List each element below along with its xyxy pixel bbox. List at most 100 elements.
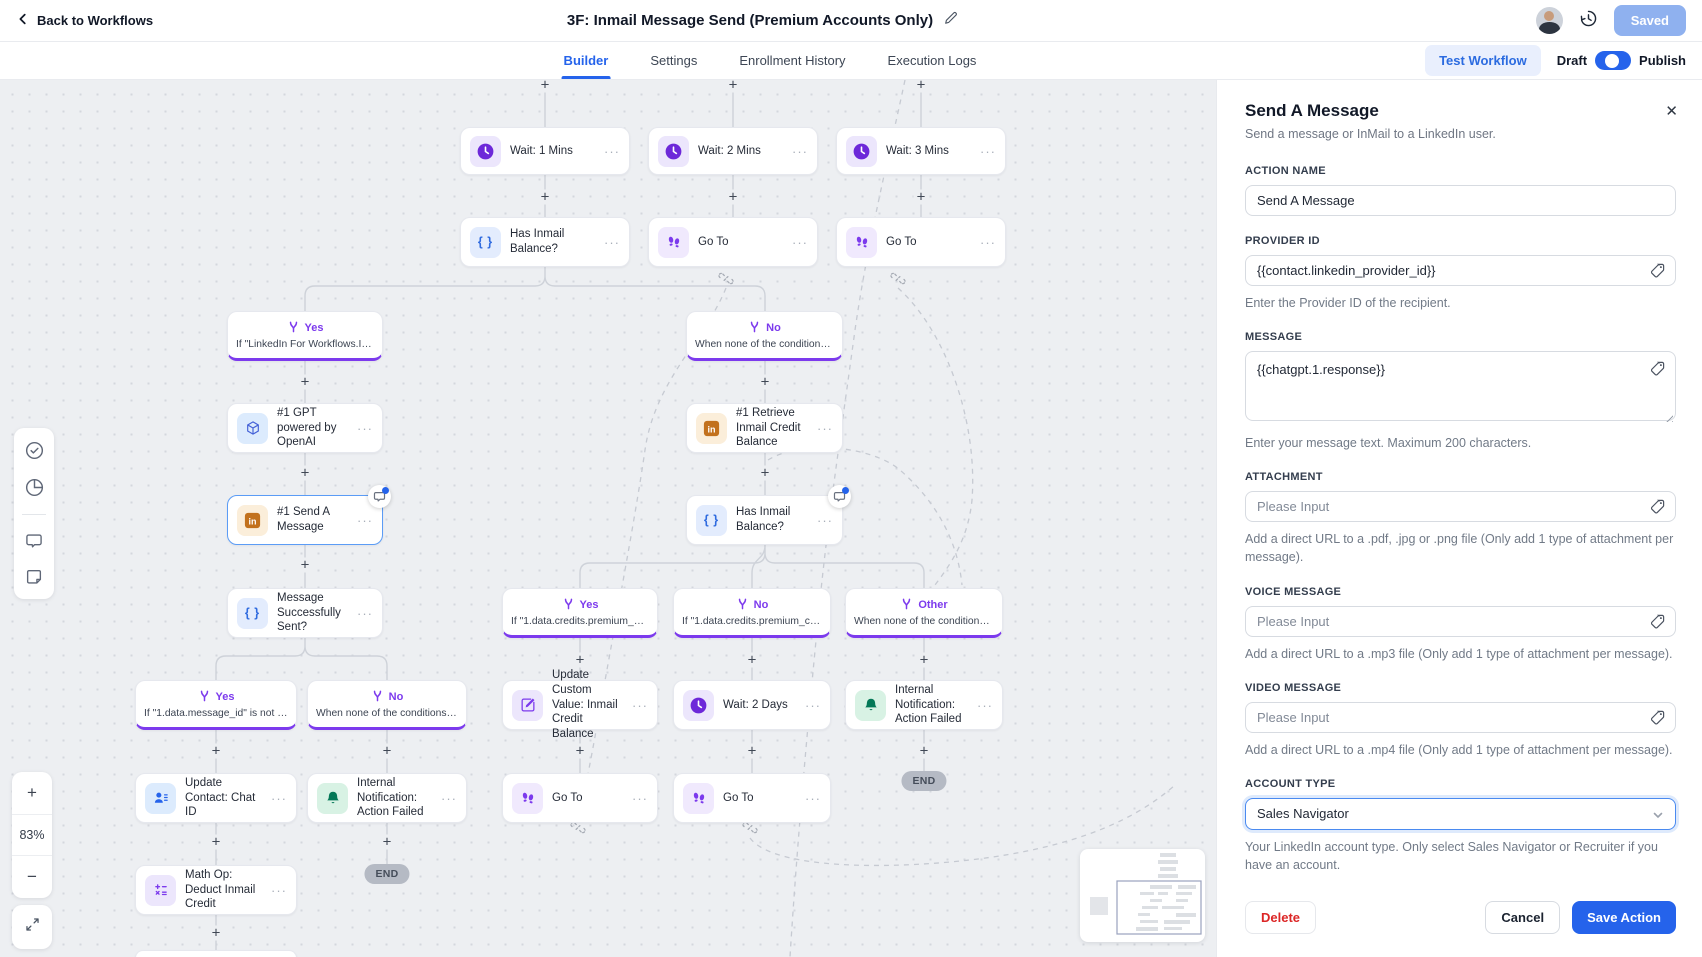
saved-button[interactable]: Saved	[1613, 5, 1686, 36]
node-menu-button[interactable]: ···	[441, 790, 457, 806]
version-history-icon[interactable]	[1578, 8, 1599, 34]
node-menu-button[interactable]: ···	[817, 512, 833, 528]
add-node-button[interactable]: +	[297, 465, 313, 481]
node-go-to[interactable]: Go To ···	[648, 217, 818, 267]
node-update-contact-chat-id[interactable]: Update Contact: Chat ID ···	[135, 773, 297, 823]
message-textarea[interactable]: {{chatgpt.1.response}}	[1245, 351, 1676, 422]
user-avatar[interactable]	[1535, 7, 1563, 34]
add-node-button[interactable]: +	[208, 925, 224, 941]
tab-enrollment-history[interactable]: Enrollment History	[739, 53, 846, 68]
add-node-button[interactable]: +	[913, 189, 929, 205]
add-node-button[interactable]: +	[297, 557, 313, 573]
fullscreen-button[interactable]	[12, 905, 52, 949]
minimap[interactable]	[1080, 849, 1205, 942]
attachment-input[interactable]	[1245, 491, 1676, 523]
zoom-in-button[interactable]: +	[27, 783, 37, 802]
sticky-note-icon[interactable]	[24, 567, 44, 587]
tag-variable-icon[interactable]	[1649, 709, 1666, 731]
add-node-button[interactable]: +	[572, 652, 588, 668]
node-wait-2-mins[interactable]: Wait: 2 Mins ···	[648, 127, 818, 175]
comment-badge[interactable]	[828, 485, 851, 508]
add-node-button[interactable]: +	[916, 652, 932, 668]
node-message-successfully-sent[interactable]: { } Message Successfully Sent? ···	[227, 588, 383, 638]
node-1-gpt-powered-by-openai[interactable]: #1 GPT powered by OpenAI ···	[227, 403, 383, 453]
action-name-input[interactable]	[1245, 185, 1676, 216]
comment-badge[interactable]	[368, 485, 391, 508]
zoom-out-button[interactable]: −	[27, 867, 37, 886]
node-has-inmail-balance[interactable]: { } Has Inmail Balance? ···	[460, 217, 630, 267]
node-menu-button[interactable]: ···	[977, 697, 993, 713]
node-menu-button[interactable]: ···	[632, 790, 648, 806]
node-wait-2-days[interactable]: Wait: 2 Days ···	[673, 680, 831, 730]
video-message-input[interactable]	[1245, 701, 1676, 733]
add-node-button[interactable]: +	[744, 743, 760, 759]
add-node-button[interactable]: +	[744, 652, 760, 668]
add-node-button[interactable]: +	[757, 465, 773, 481]
node-menu-button[interactable]: ···	[792, 234, 808, 250]
validate-check-icon[interactable]	[24, 440, 45, 461]
delete-button[interactable]: Delete	[1245, 901, 1317, 934]
voice-message-input[interactable]	[1245, 605, 1676, 637]
node-menu-button[interactable]: ···	[357, 605, 373, 621]
workflow-canvas[interactable]: Wait: 1 Mins ··· Wait: 2 Mins ··· Wait: 3 Mi…	[0, 80, 1216, 957]
node-menu-button[interactable]: ···	[817, 420, 833, 436]
node-menu-button[interactable]: ···	[980, 143, 996, 159]
tag-variable-icon[interactable]	[1649, 262, 1666, 284]
node-menu-button[interactable]: ···	[632, 697, 648, 713]
node-menu-button[interactable]: ···	[792, 143, 808, 159]
edit-title-icon[interactable]	[943, 10, 959, 31]
close-icon[interactable]: ✕	[1665, 103, 1678, 120]
tag-variable-icon[interactable]	[1649, 498, 1666, 520]
add-node-button[interactable]: +	[913, 80, 929, 93]
tab-settings[interactable]: Settings	[650, 53, 698, 68]
add-node-button[interactable]: +	[379, 834, 395, 850]
add-node-button[interactable]: +	[537, 189, 553, 205]
node-1-retrieve-inmail-credit-balance[interactable]: in #1 Retrieve Inmail Credit Balance ···	[686, 403, 843, 453]
add-node-button[interactable]: +	[297, 374, 313, 390]
node-internal-notification-action-failed[interactable]: Internal Notification: Action Failed ···	[307, 773, 467, 823]
stats-pie-icon[interactable]	[24, 477, 45, 498]
add-node-button[interactable]: +	[916, 743, 932, 759]
tag-variable-icon[interactable]	[1649, 613, 1666, 635]
draft-publish-toggle[interactable]	[1595, 51, 1632, 70]
comment-icon[interactable]	[24, 531, 44, 551]
textarea-resize-handle[interactable]	[1664, 413, 1673, 423]
cancel-button[interactable]: Cancel	[1485, 901, 1561, 934]
node-menu-button[interactable]: ···	[604, 143, 620, 159]
provider-id-input[interactable]	[1245, 255, 1676, 286]
node-wait-3-mins[interactable]: Wait: 3 Mins ···	[836, 127, 1006, 175]
tab-execution-logs[interactable]: Execution Logs	[887, 53, 977, 68]
node-menu-button[interactable]: ···	[357, 512, 373, 528]
node-1-send-a-message[interactable]: in #1 Send A Message ···	[227, 485, 391, 545]
add-node-button[interactable]: +	[379, 743, 395, 759]
account-type-select[interactable]: Sales Navigator	[1245, 797, 1676, 830]
add-node-button[interactable]: +	[208, 743, 224, 759]
node-menu-button[interactable]: ···	[604, 234, 620, 250]
add-node-button[interactable]: +	[208, 834, 224, 850]
node-internal-notification-action-failed[interactable]: Internal Notification: Action Failed ···	[845, 680, 1003, 730]
node-update-custom-value-inmail-credit-balance[interactable]: Update Custom Value: Inmail Credit Balan…	[502, 669, 658, 740]
back-to-workflows-button[interactable]: Back to Workflows	[16, 12, 153, 29]
node-menu-button[interactable]: ···	[357, 420, 373, 436]
add-node-button[interactable]: +	[757, 374, 773, 390]
node-has-inmail-balance[interactable]: { } Has Inmail Balance? ···	[686, 485, 851, 545]
node-wait-1-mins[interactable]: Wait: 1 Mins ···	[460, 127, 630, 175]
add-node-button[interactable]: +	[572, 743, 588, 759]
node-math-op-deduct-inmail-credit[interactable]: Math Op: Deduct Inmail Credit ···	[135, 865, 297, 915]
node-menu-button[interactable]: ···	[271, 790, 287, 806]
tag-variable-icon[interactable]	[1649, 360, 1666, 382]
tab-builder[interactable]: Builder	[561, 42, 611, 79]
node-menu-button[interactable]: ···	[980, 234, 996, 250]
test-workflow-button[interactable]: Test Workflow	[1425, 45, 1541, 76]
node-menu-button[interactable]: ···	[805, 790, 821, 806]
node-go-to[interactable]: Go To ···	[502, 773, 658, 823]
node-menu-button[interactable]: ···	[271, 882, 287, 898]
node-go-to[interactable]: Go To ···	[836, 217, 1006, 267]
node-go-to[interactable]: Go To ···	[673, 773, 831, 823]
